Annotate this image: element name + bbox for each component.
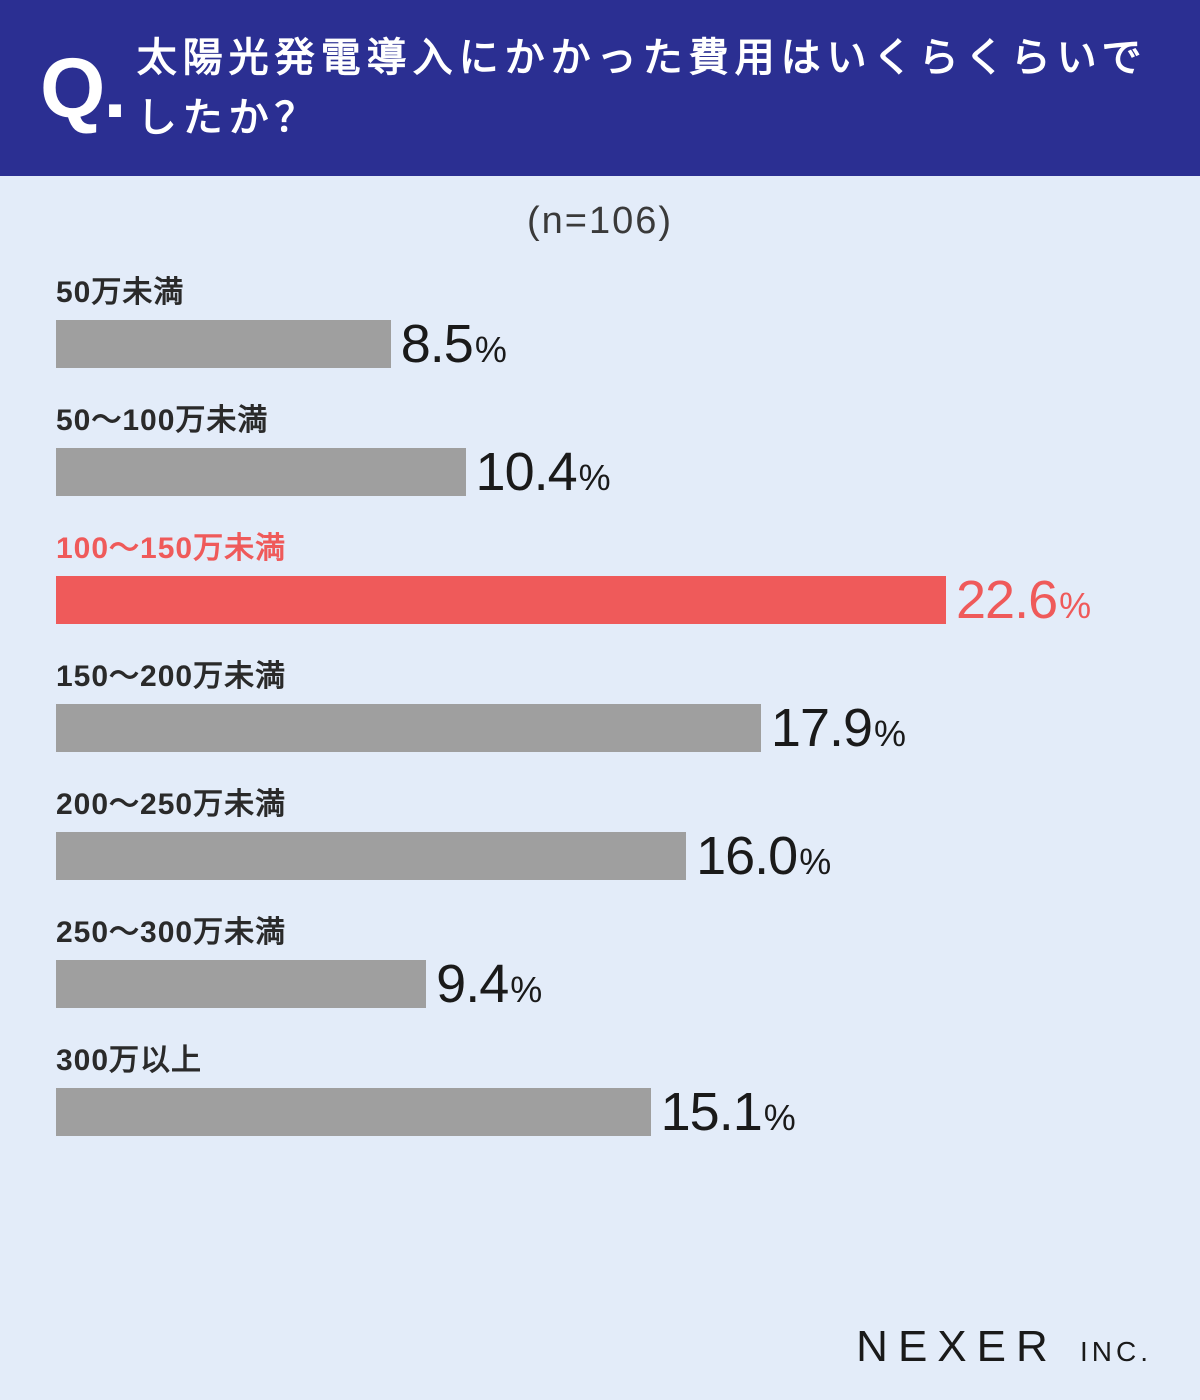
bar-line: 17.9% <box>56 701 1144 755</box>
bar-row: 250～300万未満 9.4% <box>56 907 1144 1011</box>
bar-line: 22.6% <box>56 573 1144 627</box>
bar-line: 16.0% <box>56 829 1144 883</box>
percent-value: 22.6% <box>956 573 1090 627</box>
bar <box>56 704 761 752</box>
bar-row: 150～200万未満 17.9% <box>56 651 1144 755</box>
percent-value: 16.0% <box>696 829 830 883</box>
q-mark: Q. <box>40 46 125 130</box>
bar <box>56 1088 651 1136</box>
bar <box>56 448 466 496</box>
bar-line: 15.1% <box>56 1085 1144 1139</box>
category-label: 50万未満 <box>56 267 1144 311</box>
bar <box>56 576 946 624</box>
bar-line: 8.5% <box>56 317 1144 371</box>
sample-size: (n=106) <box>56 200 1144 243</box>
bar-line: 10.4% <box>56 445 1144 499</box>
category-label: 200～250万未満 <box>56 779 1144 823</box>
percent-value: 15.1% <box>661 1085 795 1139</box>
question-header: Q. 太陽光発電導入にかかった費用はいくらくらいでしたか？ <box>0 0 1200 176</box>
brand-name: NEXER <box>856 1322 1058 1371</box>
percent-value: 8.5% <box>401 317 506 371</box>
percent-value: 10.4% <box>476 445 610 499</box>
bar-row: 300万以上 15.1% <box>56 1035 1144 1139</box>
category-label: 300万以上 <box>56 1035 1144 1079</box>
chart-body: (n=106) 50万未満 8.5% 50～100万未満 10.4% 100～150万未… <box>0 176 1200 1139</box>
bar <box>56 832 686 880</box>
question-text: 太陽光発電導入にかかった費用はいくらくらいでしたか？ <box>137 28 1160 148</box>
category-label: 250～300万未満 <box>56 907 1144 951</box>
bar-row: 50～100万未満 10.4% <box>56 395 1144 499</box>
percent-value: 17.9% <box>771 701 905 755</box>
bar-list: 50万未満 8.5% 50～100万未満 10.4% 100～150万未満 22.6% 15… <box>56 267 1144 1139</box>
bar <box>56 320 391 368</box>
category-label: 100～150万未満 <box>56 523 1144 567</box>
bar-line: 9.4% <box>56 957 1144 1011</box>
footer-brand: NEXER INC. <box>856 1322 1152 1372</box>
brand-suffix: INC. <box>1080 1336 1152 1367</box>
bar <box>56 960 426 1008</box>
percent-value: 9.4% <box>436 957 541 1011</box>
category-label: 150～200万未満 <box>56 651 1144 695</box>
bar-row: 200～250万未満 16.0% <box>56 779 1144 883</box>
bar-row: 50万未満 8.5% <box>56 267 1144 371</box>
category-label: 50～100万未満 <box>56 395 1144 439</box>
bar-row: 100～150万未満 22.6% <box>56 523 1144 627</box>
